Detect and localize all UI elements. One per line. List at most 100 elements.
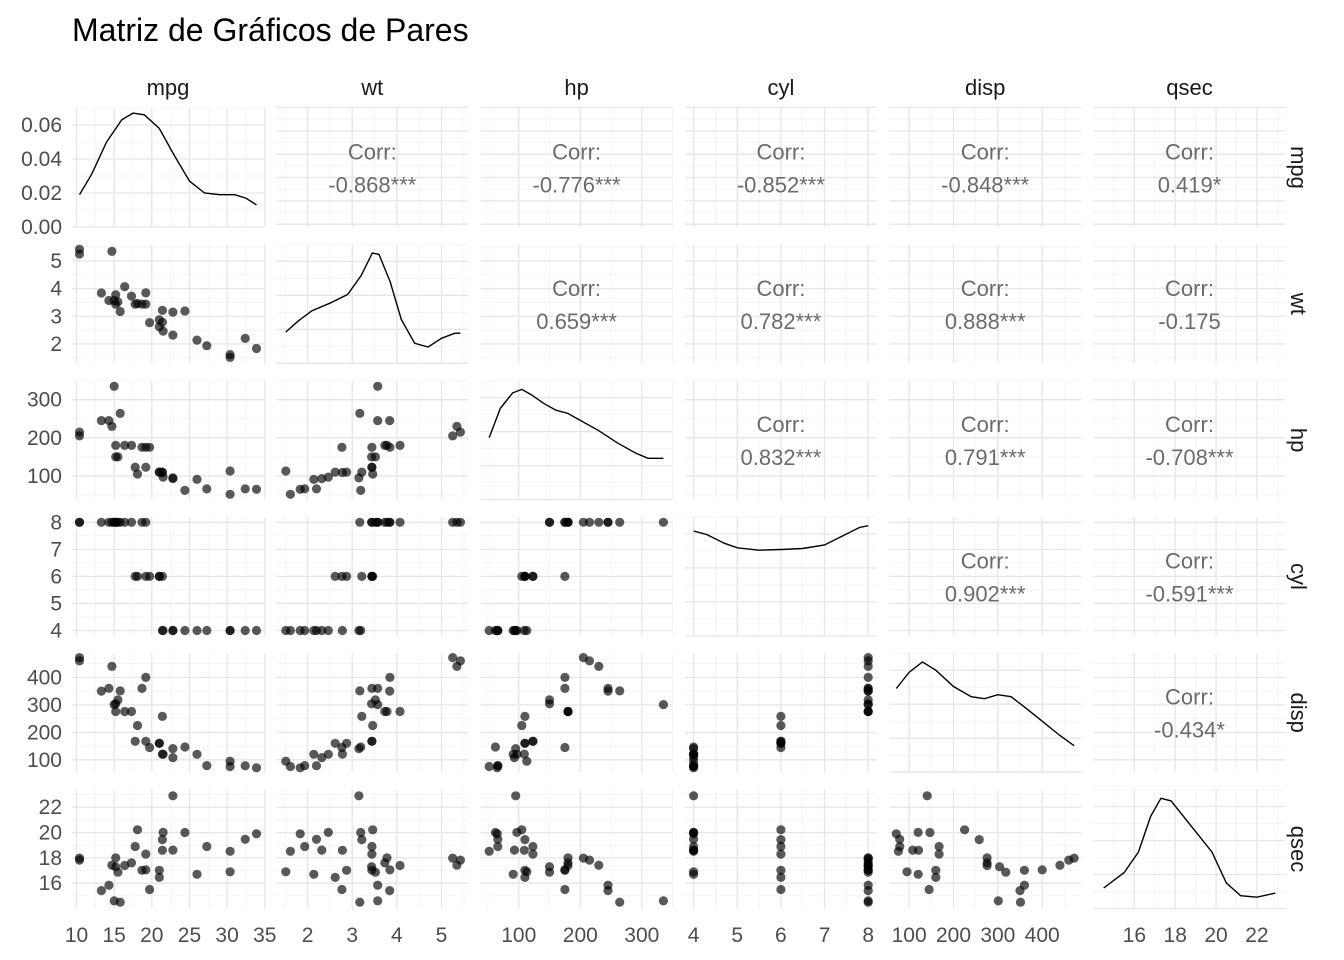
point-disp-cyl — [863, 686, 873, 696]
corr-value-hp-qsec: -0.708*** — [1145, 445, 1234, 470]
y-tick-label-mpg: 0.06 — [21, 114, 62, 137]
point-qsec-disp — [934, 841, 944, 852]
point-qsec-wt — [448, 853, 458, 863]
point-qsec-wt — [317, 845, 327, 855]
point-hp-wt — [311, 484, 322, 494]
point-cyl-hp — [658, 517, 669, 527]
point-disp-mpg — [115, 686, 125, 696]
x-tick-label-disp: 300 — [980, 924, 1015, 947]
point-cyl-wt — [385, 517, 395, 527]
point-qsec-wt — [309, 869, 319, 879]
point-qsec-disp — [925, 827, 935, 838]
point-hp-mpg — [180, 485, 190, 495]
point-hp-wt — [452, 421, 462, 431]
point-disp-wt — [311, 761, 322, 771]
point-cyl-hp — [517, 571, 527, 582]
point-disp-mpg — [157, 749, 167, 759]
panel-cyl-hp — [480, 516, 673, 636]
point-qsec-cyl — [776, 865, 786, 875]
point-hp-wt — [385, 416, 395, 426]
y-tick-label-cyl: 7 — [50, 538, 62, 561]
point-qsec-hp — [511, 791, 521, 801]
point-disp-mpg — [120, 706, 130, 717]
panel-mpg-disp: Corr: -0.848*** — [889, 106, 1082, 227]
point-disp-wt — [385, 672, 395, 683]
point-qsec-hp — [493, 841, 503, 852]
point-hp-wt — [309, 474, 319, 484]
point-qsec-disp — [982, 853, 992, 863]
point-qsec-mpg — [251, 829, 262, 839]
point-qsec-wt — [367, 862, 377, 872]
point-qsec-hp — [492, 829, 502, 839]
panel-mpg-cyl: Corr: -0.852*** — [684, 106, 877, 227]
point-qsec-mpg — [192, 869, 202, 879]
panel-wt-mpg — [72, 244, 266, 364]
x-tick-label-mpg: 20 — [140, 924, 163, 947]
y-tick-label-hp: 300 — [27, 389, 62, 412]
point-qsec-wt — [367, 849, 377, 859]
row-strip-hp: hp — [1286, 428, 1311, 452]
density-curve-disp — [895, 661, 1075, 747]
panel-mpg-qsec: Corr: 0.419* — [1093, 106, 1286, 227]
point-hp-wt — [356, 485, 366, 495]
y-tick-label-cyl: 4 — [50, 619, 62, 642]
point-qsec-wt — [385, 865, 395, 875]
point-disp-mpg — [132, 720, 143, 731]
row-strip-cyl: cyl — [1286, 563, 1311, 590]
x-tick-label-mpg: 30 — [215, 924, 238, 947]
point-disp-hp — [517, 720, 527, 731]
y-tick-label-qsec: 18 — [39, 847, 62, 870]
point-cyl-wt — [323, 625, 333, 636]
corr-label: Corr: — [961, 276, 1010, 301]
panel-grid: mpg mpg wt wt hp hp cyl cyl disp disp qsec qsec 0.00… — [21, 75, 1311, 947]
point-disp-hp — [519, 749, 529, 759]
point-disp-cyl — [776, 711, 786, 722]
row-strip-mpg: mpg — [1286, 146, 1311, 189]
column-strip-cyl: cyl — [767, 75, 794, 100]
y-tick-label-mpg: 0.04 — [21, 148, 62, 171]
point-disp-wt — [355, 686, 365, 696]
panel-hp-hp — [480, 380, 673, 501]
x-tick-label-mpg: 35 — [253, 924, 276, 947]
point-hp-wt — [300, 484, 310, 494]
point-cyl-hp — [508, 625, 518, 636]
point-qsec-mpg — [157, 835, 167, 845]
point-hp-mpg — [96, 416, 106, 426]
point-hp-mpg — [225, 466, 235, 476]
point-qsec-cyl — [689, 845, 699, 855]
panel-cyl-qsec: Corr: -0.591*** — [1093, 516, 1286, 636]
point-qsec-mpg — [96, 886, 106, 896]
point-qsec-wt — [285, 846, 295, 856]
point-cyl-hp — [493, 625, 503, 636]
corr-value-hp-disp: 0.791*** — [945, 445, 1026, 470]
point-wt-mpg — [141, 288, 151, 298]
point-cyl-hp — [584, 517, 595, 527]
panel-disp-mpg — [72, 653, 266, 773]
point-disp-hp — [493, 761, 503, 771]
point-qsec-cyl — [776, 884, 786, 895]
point-qsec-wt — [452, 860, 462, 870]
point-qsec-mpg — [130, 841, 140, 852]
point-wt-mpg — [251, 343, 262, 354]
point-cyl-wt — [357, 571, 367, 582]
point-hp-mpg — [130, 462, 140, 472]
point-qsec-mpg — [141, 849, 151, 859]
panel-hp-wt — [276, 380, 469, 500]
point-disp-hp — [560, 742, 570, 753]
point-disp-mpg — [104, 683, 114, 694]
point-qsec-wt — [368, 825, 378, 835]
point-qsec-disp — [922, 791, 932, 801]
point-disp-mpg — [168, 744, 178, 754]
y-tick-label-mpg: 0.02 — [21, 182, 62, 205]
panel-qsec-mpg — [72, 789, 266, 909]
point-cyl-mpg — [74, 517, 85, 527]
corr-value-disp-qsec: -0.434* — [1154, 718, 1225, 743]
x-tick-label-qsec: 18 — [1164, 924, 1187, 947]
point-qsec-disp — [1001, 867, 1011, 877]
point-qsec-cyl — [863, 896, 873, 906]
y-tick-label-cyl: 5 — [50, 592, 62, 615]
corr-value-wt-cyl: 0.782*** — [741, 309, 822, 334]
panel-wt-cyl: Corr: 0.782*** — [684, 244, 877, 364]
point-qsec-wt — [330, 872, 340, 883]
point-disp-hp — [520, 711, 530, 722]
